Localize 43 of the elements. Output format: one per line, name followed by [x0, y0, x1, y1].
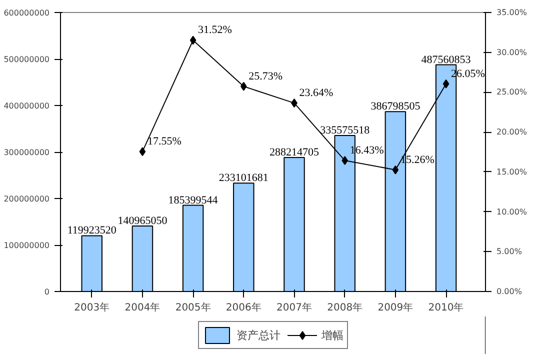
- legend-label: 资产总计: [236, 328, 280, 342]
- data-label: 17.55%: [147, 136, 182, 148]
- y2-tick-label: 25.00%: [496, 88, 528, 97]
- y-tick-label: 200000000: [4, 194, 50, 204]
- data-label: 386798505: [370, 100, 421, 113]
- x-tick-label: 2006年: [226, 302, 262, 314]
- y2-tick-label: 5.00%: [496, 247, 522, 256]
- data-label: 140965050: [118, 214, 168, 227]
- x-tick-label: 2007年: [276, 302, 312, 314]
- point: [442, 79, 450, 88]
- y2-tick-label: 15.00%: [496, 167, 528, 176]
- y-tick-label: 400000000: [4, 102, 50, 110]
- y-tick-label: 0: [44, 288, 50, 296]
- point: [139, 147, 146, 156]
- data-label: 119923520: [67, 224, 117, 237]
- x-tick-label: 2004年: [124, 302, 160, 314]
- data-label: 185399544: [168, 194, 218, 206]
- x-tick-label: 2008年: [327, 302, 363, 314]
- data-label: 31.52%: [198, 24, 232, 36]
- y2-tick-label: 0.00%: [496, 287, 522, 296]
- data-label: 23.64%: [299, 87, 334, 100]
- data-label: 233101681: [218, 172, 268, 184]
- point: [392, 165, 399, 174]
- y2-tick-label: 10.00%: [496, 207, 528, 216]
- y-tick-label: 300000000: [4, 148, 50, 157]
- point: [342, 156, 348, 166]
- x-tick-label: 2009年: [378, 302, 414, 314]
- x-tick-label: 2003年: [74, 302, 110, 314]
- y-tick-label: 500000000: [4, 55, 50, 64]
- y2-tick-label: 20.00%: [496, 128, 528, 137]
- legend-label: 增幅: [322, 328, 344, 342]
- y2-tick-label: 30.00%: [496, 48, 528, 57]
- x-tick-label: 2005年: [175, 302, 211, 314]
- point: [240, 82, 247, 91]
- y2-tick-label: 35.00%: [496, 8, 528, 17]
- y-tick-label: 100000000: [4, 241, 50, 250]
- y-tick-label: 600000000: [4, 8, 50, 18]
- data-label: 487560853: [421, 54, 472, 66]
- data-label: 335575518: [320, 124, 370, 136]
- x-tick-label: 2010年: [428, 302, 464, 314]
- data-label: 25.73%: [248, 70, 283, 82]
- point: [190, 36, 196, 45]
- data-label: 288214705: [270, 146, 320, 158]
